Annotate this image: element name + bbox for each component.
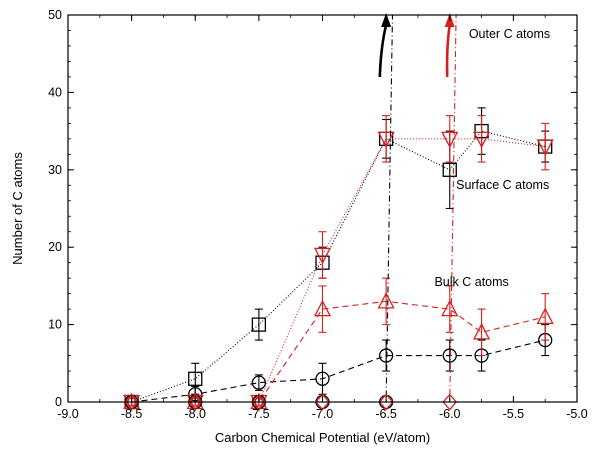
y-tick-label: 40	[48, 85, 62, 99]
x-tick-label: -5.5	[503, 407, 525, 421]
series-line	[131, 138, 546, 403]
plot-frame	[67, 14, 578, 403]
data-point-triangle-up	[313, 299, 332, 317]
y-tick-label: 30	[48, 163, 62, 177]
data-point-triangle-up	[377, 291, 395, 309]
x-tick-label: -7.5	[248, 407, 270, 421]
axis-layer: -9.0 -8.5 -8.0 -7.5 -7.0 -6.5 -6.0 -5.5 -5.0 0 10 2…	[48, 8, 588, 421]
data-point-triangle-down	[313, 247, 332, 265]
x-tick-label: -9.0	[57, 407, 79, 421]
arrow-shaft	[378, 24, 388, 77]
arrow-shaft	[445, 24, 452, 77]
series-line	[131, 14, 394, 403]
data-point-triangle-up	[441, 299, 459, 317]
series-0	[124, 107, 553, 410]
data-point-triangle-up	[472, 322, 491, 340]
series-2	[123, 115, 554, 412]
data-point-square	[251, 317, 267, 332]
data-point-triangle-down	[472, 131, 491, 149]
annotation-outer-c-atoms: Outer C atoms	[469, 27, 550, 41]
series-layer	[123, 13, 554, 412]
annotation-bulk-c-atoms: Bulk C atoms	[434, 275, 508, 289]
data-point-diamond	[378, 393, 394, 411]
series-4	[124, 14, 394, 410]
data-point-triangle-up	[536, 307, 554, 325]
y-tick-label: 0	[55, 395, 62, 409]
data-point-square	[188, 371, 203, 386]
x-tick-label: -6.0	[439, 407, 461, 421]
x-axis-label: Carbon Chemical Potential (eV/atom)	[215, 430, 430, 445]
data-point-triangle-down	[441, 131, 459, 149]
series-line	[131, 130, 546, 403]
x-tick-label: -5.0	[566, 407, 588, 421]
data-point-circle	[378, 348, 394, 363]
data-point-square	[442, 162, 457, 177]
arrow-1	[444, 13, 455, 77]
data-point-diamond	[442, 393, 458, 411]
data-point-circle	[315, 371, 330, 386]
data-point-circle	[251, 375, 267, 390]
data-point-triangle-down	[377, 131, 395, 149]
y-tick-label: 20	[48, 240, 62, 254]
data-point-diamond	[187, 393, 203, 411]
y-axis-label: Number of C atoms	[10, 152, 25, 265]
annotation-surface-c-atoms: Surface C atoms	[456, 178, 549, 192]
data-point-diamond	[251, 393, 267, 411]
y-tick-label: 50	[48, 8, 62, 22]
x-tick-label: -7.0	[312, 407, 334, 421]
x-tick-label: -8.0	[184, 407, 206, 421]
y-tick-label: 10	[48, 318, 62, 332]
series-line	[131, 14, 457, 403]
data-point-triangle-down	[536, 139, 554, 156]
series-3	[123, 277, 554, 410]
series-5	[124, 14, 458, 411]
data-point-diamond	[315, 393, 330, 411]
data-point-diamond	[124, 393, 139, 411]
arrow-0	[378, 13, 392, 77]
x-tick-label: -8.5	[121, 407, 143, 421]
data-point-circle	[442, 348, 457, 363]
series-line	[131, 339, 546, 403]
x-tick-label: -6.5	[375, 407, 397, 421]
